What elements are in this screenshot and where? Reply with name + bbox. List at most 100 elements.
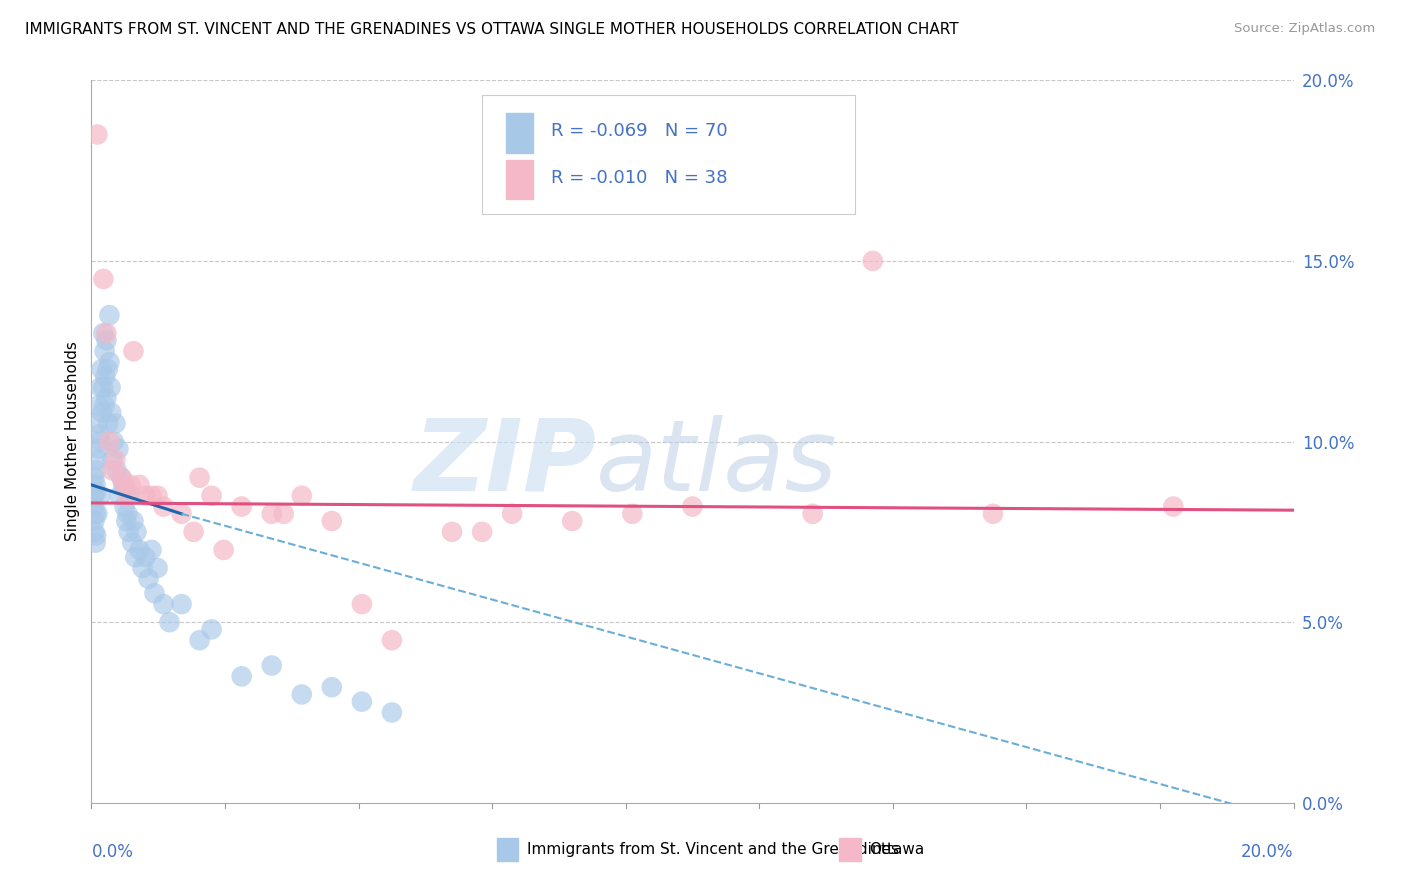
Point <box>83 514 105 528</box>
Point <box>100 406 122 420</box>
Point <box>188 471 211 485</box>
Point <box>321 514 343 528</box>
Point <box>681 500 703 514</box>
Point <box>188 633 211 648</box>
Point <box>260 658 283 673</box>
Text: R = -0.069   N = 70: R = -0.069 N = 70 <box>551 122 727 140</box>
Point <box>134 550 156 565</box>
Point <box>170 507 193 521</box>
Point <box>291 687 314 701</box>
Point <box>201 489 224 503</box>
Point <box>93 326 115 341</box>
Point <box>107 442 129 456</box>
Bar <box>506 112 533 153</box>
Point <box>96 391 118 405</box>
Point <box>117 507 139 521</box>
Point <box>101 463 124 477</box>
Point <box>87 442 110 456</box>
Text: IMMIGRANTS FROM ST. VINCENT AND THE GRENADINES VS OTTAWA SINGLE MOTHER HOUSEHOLD: IMMIGRANTS FROM ST. VINCENT AND THE GREN… <box>25 22 959 37</box>
Point <box>84 535 107 549</box>
Point <box>93 344 115 359</box>
Point <box>114 478 136 492</box>
Point <box>146 489 169 503</box>
Point <box>134 489 156 503</box>
Point <box>801 507 824 521</box>
Y-axis label: Single Mother Households: Single Mother Households <box>65 342 80 541</box>
Text: atlas: atlas <box>596 415 838 512</box>
Point <box>122 514 145 528</box>
Point <box>89 380 111 394</box>
Point <box>93 380 115 394</box>
Point <box>122 344 145 359</box>
Point <box>86 417 108 431</box>
Point <box>120 478 142 492</box>
Point <box>89 434 111 449</box>
Text: Source: ZipAtlas.com: Source: ZipAtlas.com <box>1234 22 1375 36</box>
Point <box>128 542 150 557</box>
Text: R = -0.010   N = 38: R = -0.010 N = 38 <box>551 169 727 186</box>
Point <box>201 623 224 637</box>
Point <box>104 452 127 467</box>
Point <box>84 463 107 477</box>
Point <box>93 272 115 286</box>
Point <box>350 695 373 709</box>
Point <box>86 128 108 142</box>
Point <box>98 434 121 449</box>
Point <box>501 507 523 521</box>
Point <box>83 471 105 485</box>
Point <box>260 507 283 521</box>
Point <box>159 615 181 630</box>
Point <box>141 489 163 503</box>
Point <box>117 489 139 503</box>
Text: Immigrants from St. Vincent and the Grenadines: Immigrants from St. Vincent and the Gren… <box>527 842 898 857</box>
Point <box>441 524 464 539</box>
Point <box>83 524 105 539</box>
Text: 0.0%: 0.0% <box>91 843 134 861</box>
Point <box>381 706 404 720</box>
Point <box>97 362 120 376</box>
Point <box>87 398 110 412</box>
Point <box>96 334 118 348</box>
Point <box>84 528 107 542</box>
Point <box>146 561 169 575</box>
Point <box>231 500 253 514</box>
Point <box>114 500 136 514</box>
Bar <box>496 838 519 862</box>
Point <box>98 355 121 369</box>
Point <box>84 485 107 500</box>
Point <box>86 507 108 521</box>
Point <box>152 500 174 514</box>
Point <box>124 550 146 565</box>
Point <box>89 489 111 503</box>
Point <box>381 633 404 648</box>
Point <box>115 514 138 528</box>
Point <box>212 542 235 557</box>
Point <box>89 427 111 442</box>
Point <box>183 524 205 539</box>
Point <box>350 597 373 611</box>
Point <box>94 369 117 384</box>
Bar <box>506 160 533 200</box>
Point <box>862 253 884 268</box>
Text: Ottawa: Ottawa <box>869 842 924 857</box>
FancyBboxPatch shape <box>482 95 855 214</box>
Point <box>83 489 105 503</box>
Point <box>110 471 132 485</box>
Point <box>93 398 115 412</box>
Point <box>621 507 644 521</box>
Point <box>112 478 135 492</box>
Point <box>143 586 166 600</box>
Point <box>86 452 108 467</box>
Text: 20.0%: 20.0% <box>1241 843 1294 861</box>
Point <box>100 380 122 394</box>
Point <box>131 561 153 575</box>
Point <box>471 524 494 539</box>
Point <box>83 500 105 514</box>
Point <box>128 478 150 492</box>
Point <box>84 478 107 492</box>
Point <box>138 572 160 586</box>
Point <box>291 489 314 503</box>
Point <box>121 535 143 549</box>
Point <box>91 406 114 420</box>
Point <box>84 507 107 521</box>
